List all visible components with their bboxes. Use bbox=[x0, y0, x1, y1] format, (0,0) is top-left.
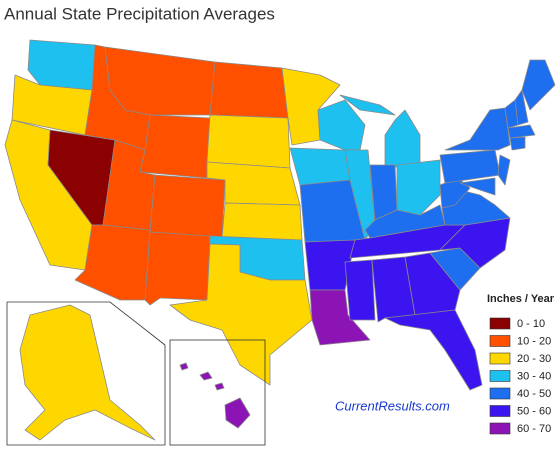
hawaii-inset bbox=[169, 339, 266, 446]
alaska-inset bbox=[6, 301, 166, 446]
legend: 0 - 10 10 - 20 20 - 30 30 - 40 40 - 50 50 - 6… bbox=[489, 317, 551, 435]
legend-swatch bbox=[489, 370, 511, 382]
map-title: Annual State Precipitation Averages bbox=[4, 4, 275, 23]
state bbox=[396, 159, 441, 216]
legend-title: Inches / Year bbox=[487, 293, 555, 305]
state bbox=[384, 109, 421, 169]
legend-label: 60 - 70 bbox=[517, 423, 551, 435]
legend-swatch bbox=[489, 422, 511, 435]
state bbox=[144, 231, 211, 306]
state bbox=[199, 371, 213, 381]
state bbox=[509, 136, 526, 151]
state bbox=[179, 362, 189, 371]
legend-swatch bbox=[489, 352, 511, 365]
state bbox=[206, 114, 291, 169]
state bbox=[289, 147, 351, 186]
state bbox=[384, 309, 483, 391]
state bbox=[169, 243, 313, 386]
legend-label: 40 - 50 bbox=[517, 388, 551, 400]
state bbox=[521, 59, 556, 111]
state bbox=[497, 154, 511, 186]
state bbox=[459, 177, 496, 196]
legend-swatch bbox=[489, 335, 511, 347]
state bbox=[309, 289, 371, 346]
state bbox=[404, 252, 461, 316]
state bbox=[139, 114, 211, 179]
state bbox=[149, 174, 226, 239]
state bbox=[27, 39, 96, 91]
state bbox=[344, 259, 376, 321]
legend-swatch bbox=[489, 387, 511, 400]
state bbox=[439, 149, 501, 184]
legend-label: 50 - 60 bbox=[517, 405, 551, 417]
state bbox=[104, 46, 216, 116]
state bbox=[221, 202, 303, 241]
legend-label: 30 - 40 bbox=[517, 370, 551, 382]
legend-swatch bbox=[489, 317, 511, 330]
state bbox=[224, 397, 251, 429]
legend-label: 20 - 30 bbox=[517, 353, 551, 365]
state bbox=[209, 61, 289, 119]
legend-label: 10 - 20 bbox=[517, 335, 551, 347]
state bbox=[444, 107, 511, 151]
legend-label: 0 - 10 bbox=[517, 318, 545, 330]
state bbox=[214, 382, 225, 391]
credit: CurrentResults.com bbox=[335, 398, 450, 413]
state bbox=[507, 124, 536, 139]
state bbox=[514, 89, 529, 126]
legend-swatch bbox=[489, 405, 511, 417]
state bbox=[339, 94, 396, 116]
state bbox=[19, 304, 156, 441]
states bbox=[4, 39, 556, 441]
